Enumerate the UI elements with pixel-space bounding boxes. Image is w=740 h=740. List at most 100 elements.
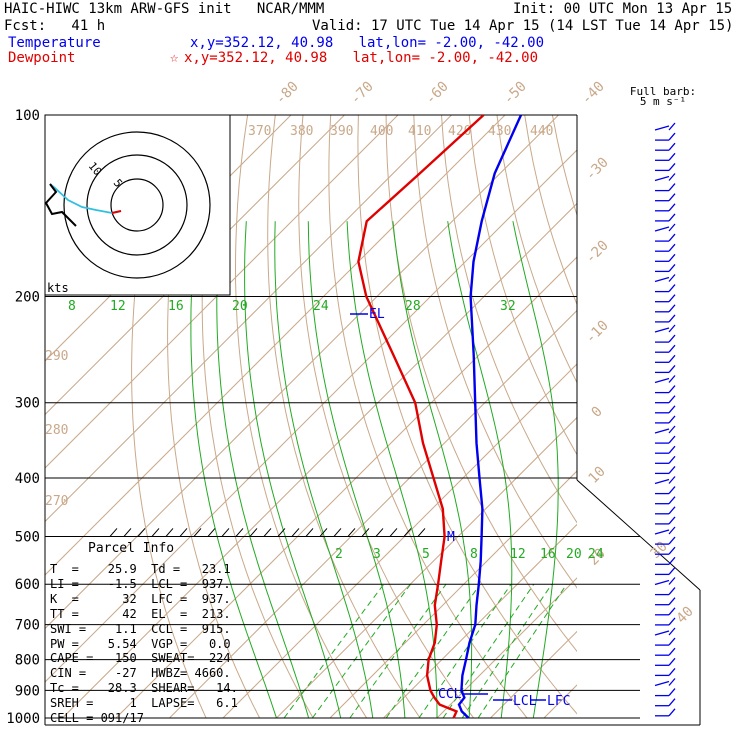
wind-barb: [655, 263, 676, 273]
wind-barb-shaft: [654, 276, 670, 283]
wind-barb-shaft: [654, 175, 670, 182]
mixing-ratio-tick-label: 16: [540, 547, 556, 562]
wind-barb-flag: [668, 657, 676, 666]
theta-tick-label: 420: [448, 124, 471, 139]
wind-barb: [655, 617, 676, 626]
wind-barb: [655, 587, 676, 596]
isotherm-tick-label: -60: [423, 79, 452, 108]
pressure-tick-label: 900: [15, 683, 40, 699]
parcel-info-row: CIN = -27 HWBZ= 4660.: [50, 666, 231, 681]
wind-barb-flag: [668, 566, 676, 575]
wind-barb-flag: [668, 667, 676, 676]
wind-barb-flag: [668, 516, 676, 525]
hodograph-units-label: kts: [47, 281, 69, 295]
theta-tick-label: 430: [488, 124, 511, 139]
hodograph-ring: [110, 178, 164, 232]
wind-barb: [654, 425, 676, 434]
wind-barb: [655, 647, 676, 656]
wind-barb: [655, 496, 676, 505]
m-label: M: [447, 530, 455, 545]
hatch-mark: [165, 528, 174, 537]
wind-barb: [654, 627, 676, 636]
wind-barb-flag: [668, 445, 676, 454]
hatch-mark: [193, 528, 202, 537]
dewpoint-star-icon: ☆: [170, 50, 179, 66]
hatch-mark: [179, 528, 188, 537]
valid-time: Valid: 17 UTC Tue 14 Apr 15 (14 LST Tue …: [312, 18, 734, 34]
wind-barb-flag: [668, 162, 676, 171]
wind-barb: [655, 193, 676, 202]
isotherm-line: [45, 115, 345, 416]
isotherm-line: [45, 115, 506, 576]
hodograph-trace-low: [111, 210, 122, 214]
dry-adiabat-line: [691, 115, 740, 718]
wind-barb: [655, 132, 676, 141]
wind-barb: [654, 577, 676, 586]
wind-barb-flag: [668, 304, 676, 313]
wind-barb: [655, 142, 676, 151]
wind-barb-flag: [668, 455, 676, 464]
wind-barb-flag: [668, 334, 676, 343]
plot-right-border: [576, 479, 701, 591]
isotherm-line: [329, 470, 577, 719]
wind-barb: [655, 637, 676, 646]
wind-barb: [655, 385, 676, 394]
dry-adiabat-line: [201, 115, 314, 719]
hatch-mark: [305, 528, 314, 537]
mixing-ratio-tick-label: 24: [313, 299, 329, 314]
wind-barb-flag: [668, 506, 676, 515]
isotherm-line: [169, 309, 577, 719]
pressure-tick-label: 400: [15, 471, 40, 487]
wind-barb: [655, 344, 676, 353]
parcel-info-row: SREH = 1 LAPSE= 6.1: [50, 696, 238, 711]
wind-barb-shaft: [654, 529, 670, 535]
hatch-mark: [417, 528, 426, 537]
dry-adiabat-line: [496, 115, 577, 384]
wind-barb: [655, 455, 676, 464]
wind-barb-shaft: [654, 226, 670, 232]
wind-barb: [655, 314, 676, 323]
wind-barb: [655, 243, 676, 252]
mixing-ratio-tick-label: 20: [232, 299, 248, 314]
parcel-info-row: CAPE = 150 SWEAT= 224: [50, 651, 231, 666]
pressure-tick-label: 500: [15, 529, 40, 545]
isotherm-line: [45, 149, 577, 683]
wind-barb-flag: [668, 142, 676, 151]
dry-adiabat-line: [267, 115, 421, 719]
wind-barb: [655, 536, 676, 545]
wind-barb: [655, 284, 676, 293]
wind-barb-flag: [668, 364, 676, 373]
dry-adiabat-line: [413, 115, 577, 589]
mixing-ratio-tick-label: 32: [500, 299, 516, 314]
isotherm-tick-label: -50: [501, 79, 530, 108]
hatch-mark: [403, 528, 412, 537]
hatch-mark: [109, 528, 118, 537]
wind-barb: [655, 213, 676, 222]
isotherm-tick-label: -70: [348, 79, 377, 108]
parcel-info-row: CELL = 091/17: [50, 711, 144, 725]
dry-adiabat-line: [131, 115, 207, 719]
wind-barb: [654, 324, 676, 333]
hatch-mark: [389, 528, 398, 537]
hatch-mark: [291, 528, 300, 537]
dry-adiabat-line: [328, 115, 528, 719]
moist-adiabat-line: [392, 221, 473, 719]
lcl-label: LCL: [513, 694, 537, 709]
wind-barb: [655, 334, 676, 343]
wind-barb: [655, 667, 676, 677]
ccl-label: CCL: [438, 687, 462, 702]
parcel-info-row: Tc = 28.3 SHEAR= 14.: [50, 681, 238, 696]
wind-barb: [654, 678, 676, 687]
moist-adiabat-line: [346, 221, 438, 718]
isotherm-tick-label: 30: [648, 539, 671, 562]
wind-barb-flag: [668, 415, 676, 424]
wind-barb-flag: [668, 375, 676, 383]
wind-barb: [655, 162, 676, 172]
isotherm-line: [45, 115, 452, 523]
parcel-info-row: T = 25.9 Td = 23.1: [50, 562, 231, 576]
moist-adiabat-line: [216, 221, 310, 719]
wind-barb-flag: [668, 132, 676, 141]
wind-barb-flag: [668, 193, 676, 202]
mixing-ratio-tick-label: 12: [110, 299, 126, 314]
wind-barb-flag: [668, 284, 676, 293]
